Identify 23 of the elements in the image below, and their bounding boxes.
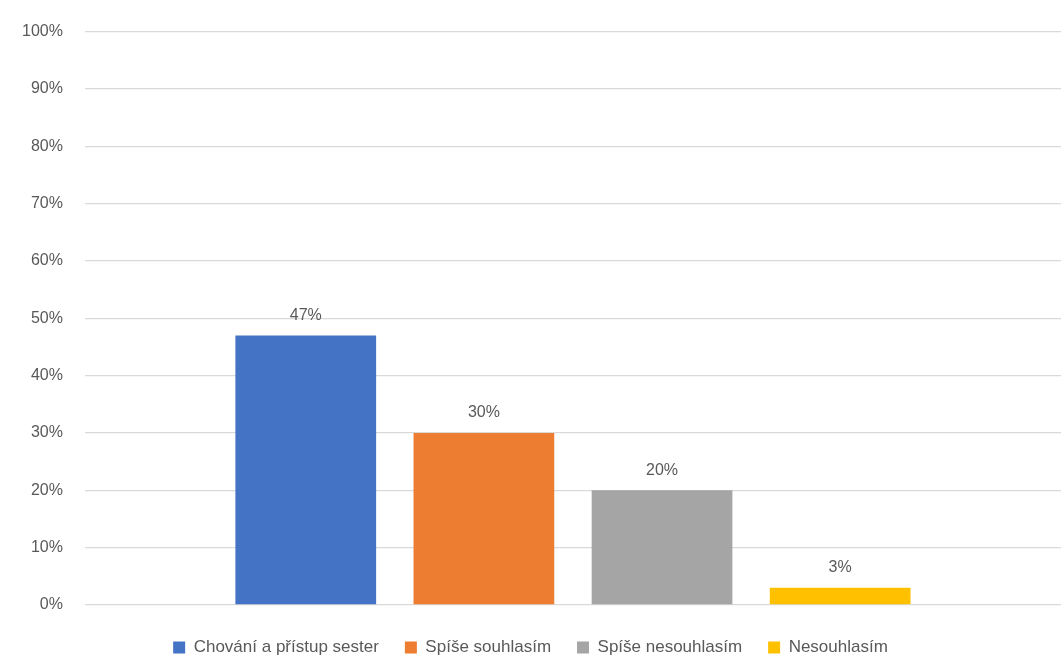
y-tick-label: 10% xyxy=(30,538,63,556)
y-tick-label: 100% xyxy=(22,22,63,40)
bar xyxy=(235,335,377,605)
y-tick-label: 70% xyxy=(30,194,63,212)
y-tick-label: 40% xyxy=(30,366,63,384)
y-tick-label: 0% xyxy=(39,595,63,613)
bar xyxy=(413,432,555,605)
y-tick-label: 30% xyxy=(30,423,63,441)
legend-label: Spíše nesouhlasím xyxy=(597,637,743,657)
y-tick-label: 50% xyxy=(30,308,63,326)
data-label: 3% xyxy=(828,558,852,576)
bar xyxy=(769,587,911,605)
y-tick-label: 20% xyxy=(30,480,63,498)
bar xyxy=(591,490,733,605)
data-label: 30% xyxy=(467,403,500,421)
legend-label: Chování a přístup sester xyxy=(193,637,380,657)
data-label: 47% xyxy=(289,305,322,323)
legend-label: Spíše souhlasím xyxy=(425,637,552,657)
data-label: 20% xyxy=(646,460,679,478)
y-tick-label: 60% xyxy=(30,251,63,269)
y-tick-label: 90% xyxy=(30,79,63,97)
legend-label: Nesouhlasím xyxy=(788,637,888,657)
y-tick-label: 80% xyxy=(30,136,63,154)
